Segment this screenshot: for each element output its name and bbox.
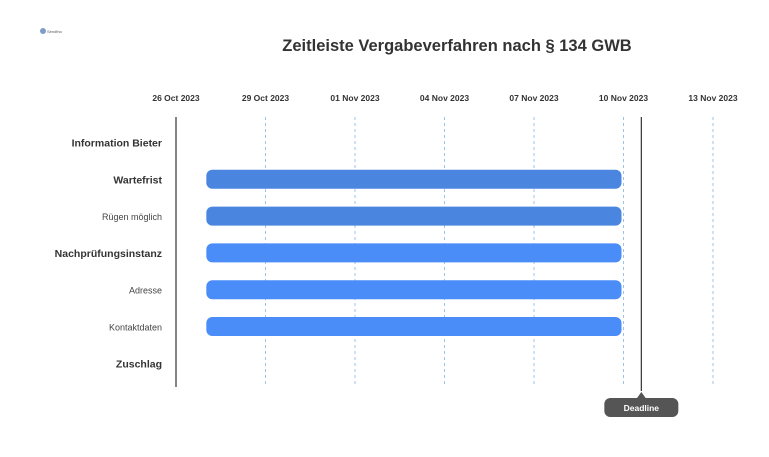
brand-logo: Sendtho <box>40 27 62 35</box>
milestone-badge <box>604 398 679 417</box>
logo-icon <box>40 28 46 34</box>
gantt-bar <box>206 317 622 336</box>
x-tick-label: 01 Nov 2023 <box>330 93 379 103</box>
row-label: Information Bieter <box>72 138 162 150</box>
gantt-bar <box>206 243 622 263</box>
gantt-bar <box>206 169 622 189</box>
row-label: Nachprüfungsinstanz <box>55 248 162 260</box>
x-tick-label: 04 Nov 2023 <box>420 93 469 103</box>
row-label: Kontaktdaten <box>109 323 162 333</box>
x-tick-label: 13 Nov 2023 <box>688 93 737 103</box>
gantt-bar <box>206 280 622 300</box>
gantt-bar <box>206 206 622 226</box>
x-tick-label: 29 Oct 2023 <box>242 93 290 103</box>
row-label: Wartefrist <box>113 174 162 186</box>
milestone-label: Deadline <box>624 403 660 413</box>
x-tick-label: 10 Nov 2023 <box>599 93 648 103</box>
milestone-pointer <box>636 392 647 399</box>
row-label: Adresse <box>129 286 162 296</box>
logo-text: Sendtho <box>47 28 62 34</box>
row-label: Zuschlag <box>116 358 162 370</box>
chart-title: Zeitleiste Vergabeverfahren nach § 134 G… <box>282 37 632 55</box>
row-label: Rügen möglich <box>102 212 162 222</box>
x-tick-label: 26 Oct 2023 <box>152 93 200 103</box>
x-tick-label: 07 Nov 2023 <box>509 93 558 103</box>
